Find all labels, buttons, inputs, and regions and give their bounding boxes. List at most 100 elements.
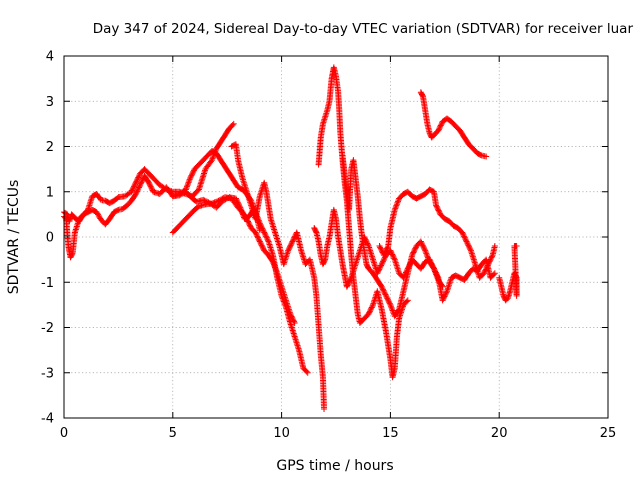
data-point-marker (246, 221, 253, 228)
data-point-marker (377, 245, 384, 252)
data-point-marker (137, 181, 144, 188)
data-point-marker (261, 229, 268, 236)
data-point-marker (427, 257, 434, 264)
data-point-marker (376, 243, 383, 250)
data-point-marker (303, 368, 310, 375)
data-point-marker (129, 186, 136, 193)
data-point-marker (282, 302, 289, 309)
data-point-marker (484, 263, 491, 270)
data-point-marker (434, 274, 441, 281)
data-point-marker (384, 244, 391, 251)
data-point-marker (418, 239, 425, 246)
data-point-marker (280, 298, 287, 305)
data-point-marker (312, 228, 319, 235)
data-point-marker (441, 293, 448, 300)
data-point-marker (281, 301, 288, 308)
data-point-marker (184, 182, 191, 189)
data-point-marker (406, 261, 413, 268)
data-point-marker (482, 266, 489, 273)
data-point-marker (420, 244, 427, 251)
data-point-marker (343, 283, 350, 290)
data-point-marker (384, 296, 391, 303)
data-point-marker (95, 211, 102, 218)
data-point-marker (190, 168, 197, 175)
data-point-marker (257, 239, 264, 246)
data-point-marker (380, 287, 387, 294)
data-point-marker (403, 298, 410, 305)
data-point-marker (375, 267, 382, 274)
data-point-marker (490, 271, 497, 278)
data-point-marker (366, 308, 373, 315)
data-point-marker (481, 268, 488, 275)
data-point-marker (321, 405, 328, 412)
x-tick-label: 5 (169, 426, 177, 441)
data-point-marker (208, 157, 215, 164)
data-point-marker (215, 197, 222, 204)
data-point-marker (489, 253, 496, 260)
data-point-marker (161, 185, 168, 192)
data-point-marker (94, 210, 101, 217)
data-point-marker (395, 307, 402, 314)
data-point-marker (377, 263, 384, 270)
data-point-marker (186, 176, 193, 183)
data-point-marker (435, 126, 442, 133)
data-point-marker (254, 233, 261, 240)
data-point-marker (134, 188, 141, 195)
data-point-marker (188, 172, 195, 179)
data-point-marker (255, 217, 262, 224)
data-point-marker (290, 237, 297, 244)
data-point-marker (432, 268, 439, 275)
data-point-marker (362, 236, 369, 243)
data-point-marker (187, 175, 194, 182)
data-point-marker (392, 205, 399, 212)
data-point-marker (285, 247, 292, 254)
data-point-marker (423, 250, 430, 257)
data-point-marker (436, 208, 443, 215)
data-point-marker (262, 232, 269, 239)
data-point-marker (182, 186, 189, 193)
data-point-marker (134, 187, 141, 194)
data-point-marker (393, 202, 400, 209)
data-point-marker (485, 261, 492, 268)
y-tick-label: 3 (46, 95, 54, 110)
data-point-marker (439, 283, 446, 290)
data-point-marker (210, 154, 217, 161)
data-point-marker (367, 307, 374, 314)
x-tick-label: 15 (382, 426, 399, 441)
data-point-marker (189, 170, 196, 177)
data-point-marker (135, 184, 142, 191)
data-point-marker (279, 295, 286, 302)
data-point-marker (381, 250, 388, 257)
y-axis-label: SDTVAR / TECUs (6, 180, 22, 295)
data-point-marker (146, 180, 153, 187)
data-point-marker (137, 180, 144, 187)
data-point-marker (346, 277, 353, 284)
y-tick-label: 4 (46, 50, 54, 65)
data-point-marker (130, 183, 137, 190)
data-point-marker (433, 272, 440, 279)
data-point-marker (210, 199, 217, 206)
data-point-marker (216, 197, 223, 204)
data-point-marker (467, 246, 474, 253)
data-point-marker (379, 259, 386, 266)
data-point-marker (379, 285, 386, 292)
data-point-marker (291, 234, 298, 241)
data-point-marker (185, 179, 192, 186)
data-point-marker (285, 246, 292, 253)
data-point-marker (419, 242, 426, 249)
data-point-marker (147, 182, 154, 189)
data-point-marker (419, 92, 426, 99)
data-point-marker (259, 244, 266, 251)
data-point-marker (129, 187, 136, 194)
data-point-marker (393, 201, 400, 208)
data-point-marker (365, 241, 372, 248)
data-point-marker (288, 239, 295, 246)
data-point-marker (253, 232, 260, 239)
data-point-marker (438, 282, 445, 289)
series-track-h (311, 206, 446, 290)
data-point-marker (419, 241, 426, 248)
data-point-marker (404, 265, 411, 272)
data-point-marker (378, 261, 385, 268)
data-point-marker (132, 180, 139, 187)
